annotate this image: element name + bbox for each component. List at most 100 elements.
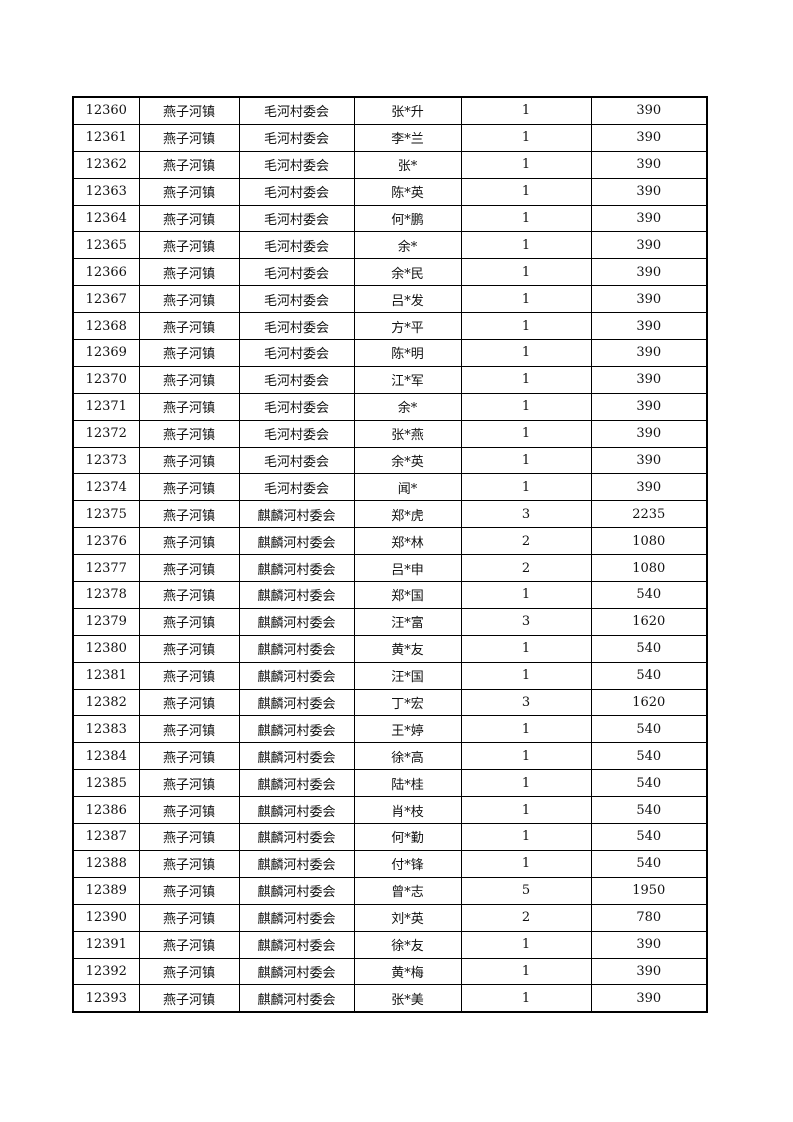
row-number-cell: 12365 [72, 231, 140, 260]
amount-cell: 2235 [590, 500, 708, 529]
amount-cell: 1620 [590, 688, 708, 717]
amount-cell: 390 [590, 150, 708, 179]
table-row: 12374 燕子河镇 毛河村委会 闻* 1 390 [72, 473, 708, 502]
table-row: 12373 燕子河镇 毛河村委会 余*英 1 390 [72, 446, 708, 475]
village-committee-cell: 麒麟河村委会 [238, 769, 355, 798]
row-number-cell: 12385 [72, 769, 140, 798]
village-committee-cell: 麒麟河村委会 [238, 742, 355, 771]
village-committee-cell: 麒麟河村委会 [238, 849, 355, 878]
amount-cell: 390 [590, 177, 708, 206]
table-row: 12385 燕子河镇 麒麟河村委会 陆*桂 1 540 [72, 769, 708, 798]
table-row: 12372 燕子河镇 毛河村委会 张*燕 1 390 [72, 419, 708, 448]
village-committee-cell: 麒麟河村委会 [238, 903, 355, 932]
table-row: 12383 燕子河镇 麒麟河村委会 王*婷 1 540 [72, 715, 708, 744]
row-number-cell: 12384 [72, 742, 140, 771]
table-row: 12365 燕子河镇 毛河村委会 余* 1 390 [72, 231, 708, 260]
name-cell: 徐*高 [353, 742, 462, 771]
count-cell: 1 [460, 957, 592, 986]
count-cell: 1 [460, 123, 592, 152]
table-row: 12371 燕子河镇 毛河村委会 余* 1 390 [72, 392, 708, 421]
town-cell: 燕子河镇 [138, 661, 240, 690]
town-cell: 燕子河镇 [138, 150, 240, 179]
amount-cell: 780 [590, 903, 708, 932]
amount-cell: 390 [590, 231, 708, 260]
amount-cell: 1950 [590, 876, 708, 905]
name-cell: 江*军 [353, 365, 462, 394]
town-cell: 燕子河镇 [138, 258, 240, 287]
table-row: 12370 燕子河镇 毛河村委会 江*军 1 390 [72, 365, 708, 394]
town-cell: 燕子河镇 [138, 312, 240, 341]
amount-cell: 540 [590, 823, 708, 851]
row-number-cell: 12368 [72, 312, 140, 341]
town-cell: 燕子河镇 [138, 796, 240, 825]
name-cell: 吕*申 [353, 554, 462, 583]
town-cell: 燕子河镇 [138, 96, 240, 125]
name-cell: 丁*宏 [353, 688, 462, 717]
town-cell: 燕子河镇 [138, 204, 240, 233]
count-cell: 1 [460, 769, 592, 798]
village-committee-cell: 麒麟河村委会 [238, 984, 355, 1013]
count-cell: 1 [460, 419, 592, 448]
name-cell: 郑*国 [353, 581, 462, 609]
row-number-cell: 12382 [72, 688, 140, 717]
table-row: 12388 燕子河镇 麒麟河村委会 付*锋 1 540 [72, 849, 708, 878]
count-cell: 1 [460, 312, 592, 341]
amount-cell: 540 [590, 634, 708, 663]
town-cell: 燕子河镇 [138, 554, 240, 583]
count-cell: 1 [460, 661, 592, 690]
amount-cell: 390 [590, 258, 708, 287]
amount-cell: 540 [590, 796, 708, 825]
count-cell: 2 [460, 903, 592, 932]
row-number-cell: 12373 [72, 446, 140, 475]
town-cell: 燕子河镇 [138, 688, 240, 717]
count-cell: 3 [460, 500, 592, 529]
table-row: 12379 燕子河镇 麒麟河村委会 汪*富 3 1620 [72, 607, 708, 636]
town-cell: 燕子河镇 [138, 715, 240, 744]
amount-cell: 390 [590, 473, 708, 502]
town-cell: 燕子河镇 [138, 500, 240, 529]
data-table: 12360 燕子河镇 毛河村委会 张*升 1 390 12361 燕子河镇 毛河村委会 李*兰 1 3… [72, 96, 708, 1014]
row-number-cell: 12386 [72, 796, 140, 825]
town-cell: 燕子河镇 [138, 231, 240, 260]
village-committee-cell: 毛河村委会 [238, 150, 355, 179]
count-cell: 1 [460, 849, 592, 878]
count-cell: 1 [460, 796, 592, 825]
table-row: 12368 燕子河镇 毛河村委会 方*平 1 390 [72, 312, 708, 341]
village-committee-cell: 麒麟河村委会 [238, 876, 355, 905]
town-cell: 燕子河镇 [138, 634, 240, 663]
village-committee-cell: 毛河村委会 [238, 231, 355, 260]
amount-cell: 390 [590, 392, 708, 421]
town-cell: 燕子河镇 [138, 581, 240, 609]
name-cell: 余* [353, 231, 462, 260]
town-cell: 燕子河镇 [138, 823, 240, 851]
village-committee-cell: 麒麟河村委会 [238, 500, 355, 529]
village-committee-cell: 毛河村委会 [238, 204, 355, 233]
village-committee-cell: 麒麟河村委会 [238, 796, 355, 825]
count-cell: 1 [460, 581, 592, 609]
town-cell: 燕子河镇 [138, 742, 240, 771]
town-cell: 燕子河镇 [138, 876, 240, 905]
table-row: 12391 燕子河镇 麒麟河村委会 徐*友 1 390 [72, 930, 708, 959]
table-row: 12382 燕子河镇 麒麟河村委会 丁*宏 3 1620 [72, 688, 708, 717]
count-cell: 1 [460, 365, 592, 394]
town-cell: 燕子河镇 [138, 473, 240, 502]
row-number-cell: 12377 [72, 554, 140, 583]
name-cell: 徐*友 [353, 930, 462, 959]
amount-cell: 540 [590, 769, 708, 798]
name-cell: 余* [353, 392, 462, 421]
table-row: 12392 燕子河镇 麒麟河村委会 黄*梅 1 390 [72, 957, 708, 986]
amount-cell: 540 [590, 715, 708, 744]
row-number-cell: 12378 [72, 581, 140, 609]
village-committee-cell: 毛河村委会 [238, 419, 355, 448]
village-committee-cell: 麒麟河村委会 [238, 634, 355, 663]
name-cell: 王*婷 [353, 715, 462, 744]
amount-cell: 1080 [590, 554, 708, 583]
town-cell: 燕子河镇 [138, 123, 240, 152]
village-committee-cell: 毛河村委会 [238, 392, 355, 421]
row-number-cell: 12390 [72, 903, 140, 932]
row-number-cell: 12366 [72, 258, 140, 287]
village-committee-cell: 毛河村委会 [238, 339, 355, 367]
row-number-cell: 12364 [72, 204, 140, 233]
table-row: 12363 燕子河镇 毛河村委会 陈*英 1 390 [72, 177, 708, 206]
village-committee-cell: 毛河村委会 [238, 258, 355, 287]
